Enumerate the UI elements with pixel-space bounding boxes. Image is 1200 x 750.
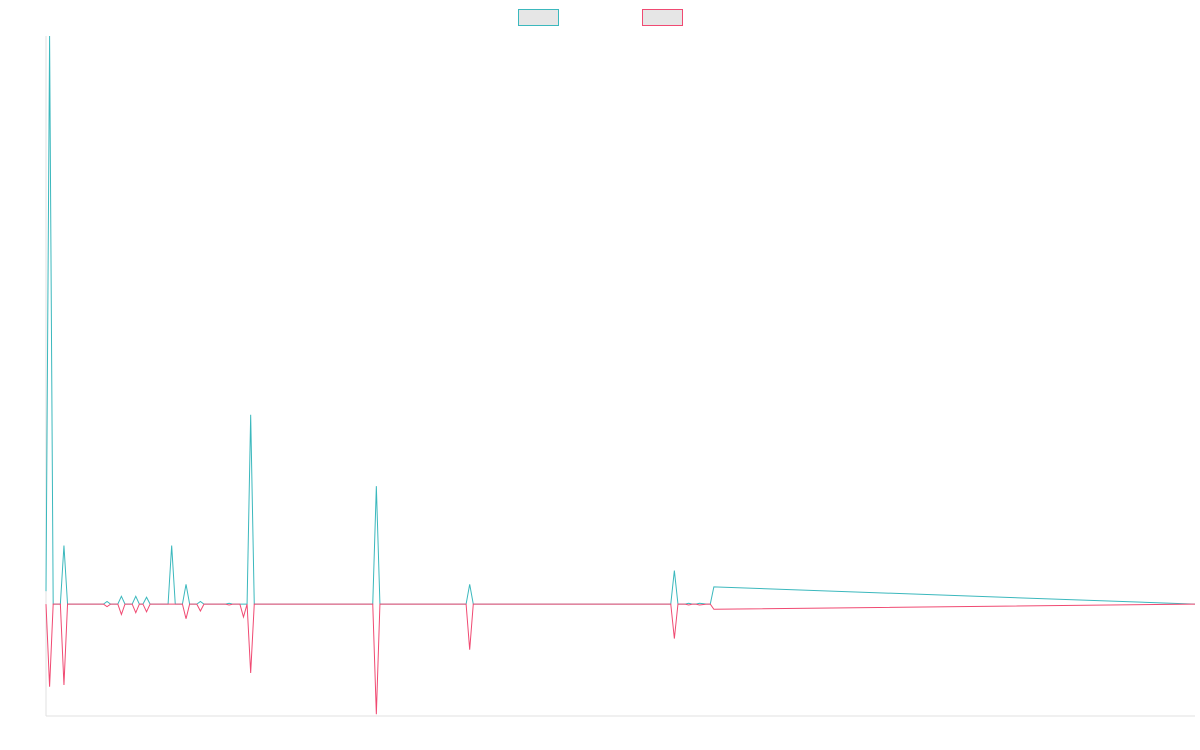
legend-item-2[interactable] <box>642 9 683 26</box>
legend-swatch-2 <box>642 9 683 26</box>
legend-item-1[interactable] <box>518 9 559 26</box>
chart-legend <box>518 9 683 26</box>
series-line-1 <box>45 35 1196 605</box>
legend-swatch-1 <box>518 9 559 26</box>
series-line-2 <box>45 603 1196 715</box>
chart-axes <box>45 36 1195 717</box>
series-layer <box>45 35 1196 715</box>
